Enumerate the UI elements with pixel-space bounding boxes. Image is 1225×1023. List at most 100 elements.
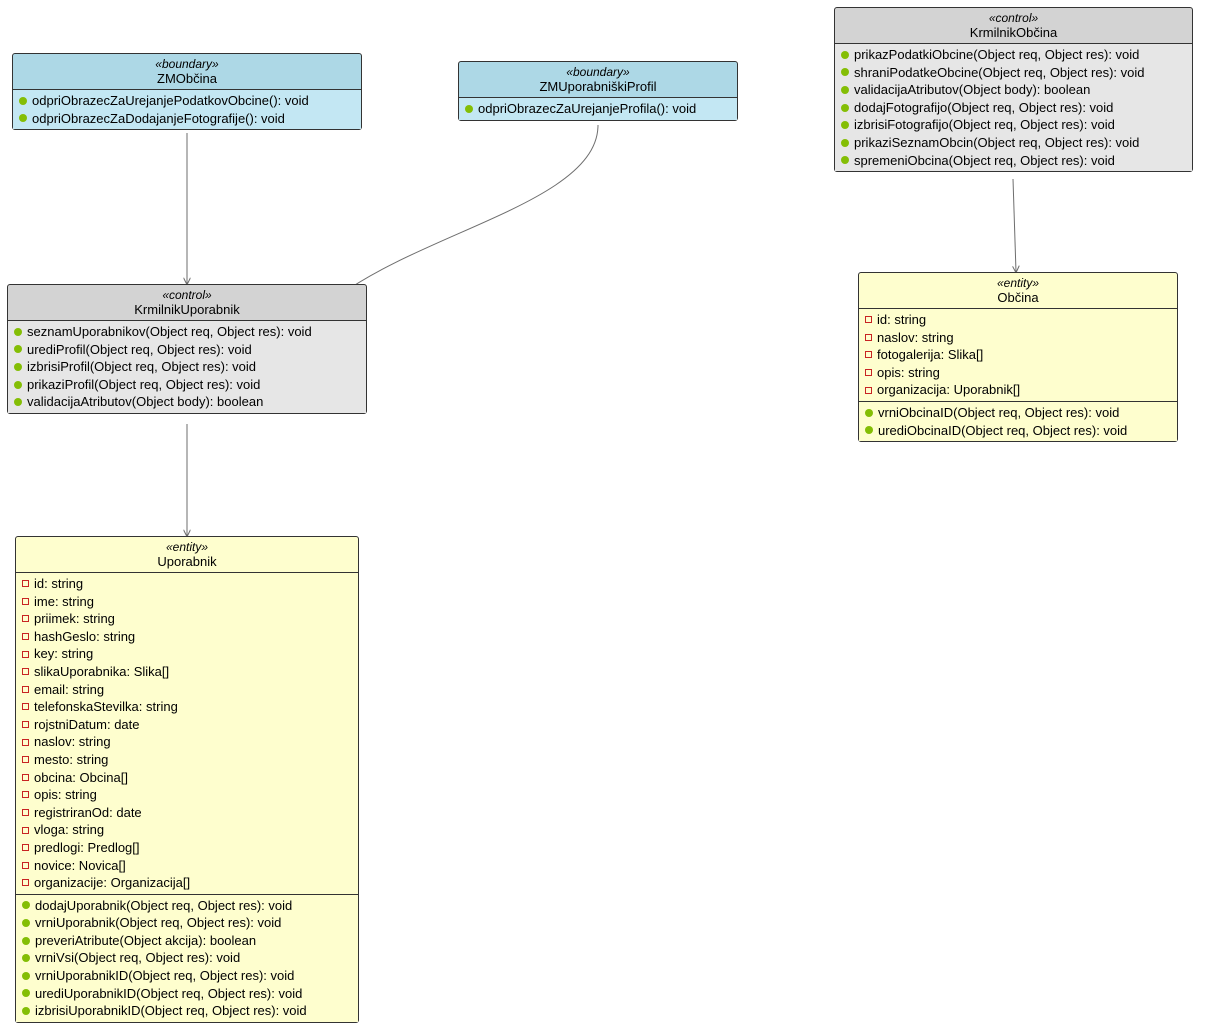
class-member: naslov: string (865, 329, 1171, 347)
private-visibility-icon (22, 827, 29, 834)
member-text: ime: string (34, 594, 94, 610)
public-visibility-icon (19, 114, 27, 122)
stereotype-label: «control» (14, 288, 360, 302)
class-member: registriranOd: date (22, 804, 352, 822)
connection-arrow (340, 125, 598, 295)
public-visibility-icon (22, 1007, 30, 1015)
public-visibility-icon (841, 51, 849, 59)
attributes-section: id: string ime: stringpriimek: stringhash… (16, 573, 358, 894)
stereotype-label: «control» (841, 11, 1186, 25)
public-visibility-icon (22, 937, 30, 945)
class-member: vrniVsi(Object req, Object res): void (22, 949, 352, 967)
class-member: obcina: Obcina[] (22, 769, 352, 787)
member-text: prikaziSeznamObcin(Object req, Object re… (854, 135, 1139, 151)
public-visibility-icon (865, 409, 873, 417)
class-krmilnik-obcina: «control» KrmilnikObčina prikazPodatkiOb… (834, 7, 1193, 172)
attributes-section: id: stringnaslov: stringfotogalerija: Sl… (859, 309, 1177, 401)
class-member: ime: string (22, 593, 352, 611)
class-member: izbrisiProfil(Object req, Object res): v… (14, 358, 360, 376)
member-text: id: string (877, 312, 926, 328)
class-member: rojstniDatum: date (22, 716, 352, 734)
methods-section: dodajUporabnik(Object req, Object res): … (16, 894, 358, 1022)
member-text: obcina: Obcina[] (34, 770, 128, 786)
public-visibility-icon (841, 104, 849, 112)
member-text: predlogi: Predlog[] (34, 840, 140, 856)
class-member: preveriAtribute(Object akcija): boolean (22, 932, 352, 950)
member-text: vrniVsi(Object req, Object res): void (35, 950, 240, 966)
public-visibility-icon (841, 86, 849, 94)
class-member: spremeniObcina(Object req, Object res): … (841, 152, 1186, 170)
member-text: rojstniDatum: date (34, 717, 140, 733)
member-text: validacijaAtributov(Object body): boolea… (27, 394, 263, 410)
member-text: organizacije: Organizacija[] (34, 875, 190, 891)
member-text: vloga: string (34, 822, 104, 838)
member-text: dodajFotografijo(Object req, Object res)… (854, 100, 1113, 116)
stereotype-label: «boundary» (465, 65, 731, 79)
class-member: odpriObrazecZaDodajanjeFotografije(): vo… (19, 110, 355, 128)
class-member: mesto: string (22, 751, 352, 769)
stereotype-label: «boundary» (19, 57, 355, 71)
public-visibility-icon (22, 919, 30, 927)
private-visibility-icon (22, 721, 29, 728)
member-text: seznamUporabnikov(Object req, Object res… (27, 324, 312, 340)
member-text: mesto: string (34, 752, 108, 768)
member-text: dodajUporabnik(Object req, Object res): … (35, 898, 292, 914)
class-member: hashGeslo: string (22, 628, 352, 646)
public-visibility-icon (14, 381, 22, 389)
class-member: seznamUporabnikov(Object req, Object res… (14, 323, 360, 341)
methods-section: odpriObrazecZaUrejanjeProfila(): void (459, 98, 737, 120)
private-visibility-icon (22, 756, 29, 763)
private-visibility-icon (865, 369, 872, 376)
public-visibility-icon (841, 68, 849, 76)
class-member: prikaziProfil(Object req, Object res): v… (14, 376, 360, 394)
class-member: vrniUporabnik(Object req, Object res): v… (22, 914, 352, 932)
class-krmilnik-uporabnik: «control» KrmilnikUporabnik seznamUporab… (7, 284, 367, 414)
public-visibility-icon (841, 156, 849, 164)
private-visibility-icon (865, 351, 872, 358)
private-visibility-icon (22, 633, 29, 640)
class-member: telefonskaStevilka: string (22, 698, 352, 716)
class-member: urediUporabnikID(Object req, Object res)… (22, 985, 352, 1003)
class-header: «boundary» ZMObčina (13, 54, 361, 90)
member-text: naslov: string (34, 734, 111, 750)
class-header: «control» KrmilnikUporabnik (8, 285, 366, 321)
member-text: urediObcinaID(Object req, Object res): v… (878, 423, 1127, 439)
class-member: slikaUporabnika: Slika[] (22, 663, 352, 681)
class-member: priimek: string (22, 610, 352, 628)
class-member: opis: string (22, 786, 352, 804)
public-visibility-icon (14, 398, 22, 406)
class-member: validacijaAtributov(Object body): boolea… (841, 81, 1186, 99)
member-text: priimek: string (34, 611, 115, 627)
private-visibility-icon (22, 598, 29, 605)
member-text: izbrisiFotografijo(Object req, Object re… (854, 117, 1115, 133)
member-text: odpriObrazecZaUrejanjePodatkovObcine(): … (32, 93, 309, 109)
methods-section: vrniObcinaID(Object req, Object res): vo… (859, 401, 1177, 441)
private-visibility-icon (22, 615, 29, 622)
class-member: prikazPodatkiObcine(Object req, Object r… (841, 46, 1186, 64)
private-visibility-icon (22, 651, 29, 658)
class-member: validacijaAtributov(Object body): boolea… (14, 393, 360, 411)
class-obcina: «entity» Občina id: stringnaslov: string… (858, 272, 1178, 442)
private-visibility-icon (22, 703, 29, 710)
class-member: shraniPodatkeObcine(Object req, Object r… (841, 64, 1186, 82)
class-member: urediProfil(Object req, Object res): voi… (14, 341, 360, 359)
public-visibility-icon (865, 426, 873, 434)
class-member: vrniObcinaID(Object req, Object res): vo… (865, 404, 1171, 422)
methods-section: prikazPodatkiObcine(Object req, Object r… (835, 44, 1192, 171)
class-zm-uporabniski-profil: «boundary» ZMUporabniškiProfil odpriObra… (458, 61, 738, 121)
class-header: «control» KrmilnikObčina (835, 8, 1192, 44)
member-text: id: string (34, 576, 83, 592)
class-member: novice: Novica[] (22, 857, 352, 875)
member-text: shraniPodatkeObcine(Object req, Object r… (854, 65, 1144, 81)
public-visibility-icon (22, 972, 30, 980)
class-member: fotogalerija: Slika[] (865, 346, 1171, 364)
class-name: KrmilnikObčina (841, 25, 1186, 40)
private-visibility-icon (865, 387, 872, 394)
member-text: fotogalerija: Slika[] (877, 347, 983, 363)
class-name: ZMUporabniškiProfil (465, 79, 731, 94)
class-member: prikaziSeznamObcin(Object req, Object re… (841, 134, 1186, 152)
private-visibility-icon (22, 739, 29, 746)
class-member: email: string (22, 681, 352, 699)
class-member: urediObcinaID(Object req, Object res): v… (865, 422, 1171, 440)
member-text: odpriObrazecZaDodajanjeFotografije(): vo… (32, 111, 285, 127)
